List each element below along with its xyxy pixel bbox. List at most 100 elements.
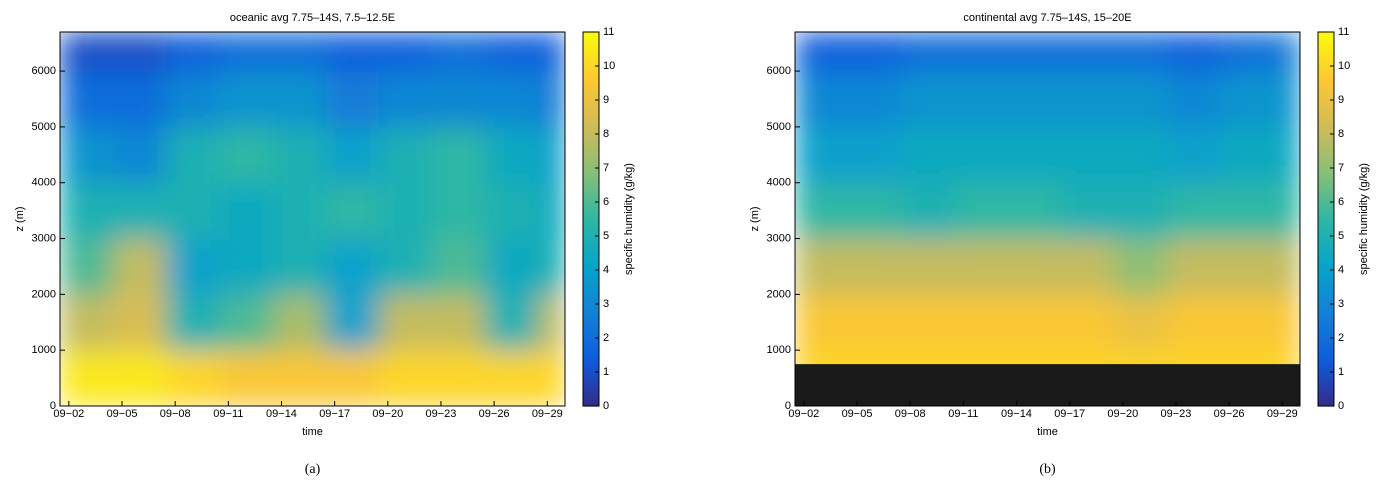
colorbar-strip [583, 378, 599, 383]
colorbar-strip [1318, 321, 1334, 325]
colorbar-strip [583, 164, 599, 169]
colorbar-strip [1318, 314, 1334, 319]
colorbar-strip [583, 307, 599, 312]
colorbar-strip [583, 55, 599, 60]
colorbar-strip [583, 110, 599, 115]
colorbar-strip [583, 202, 599, 206]
heat-cell [113, 71, 167, 128]
heat-cell [432, 350, 486, 406]
heat-cell [1113, 71, 1168, 128]
heat-cell [848, 71, 902, 128]
colorbar-strip [583, 327, 599, 332]
colorbar-strip [1318, 174, 1334, 179]
heat-cell [795, 126, 849, 184]
heat-cell [1273, 182, 1300, 240]
colorbar-strip [1318, 168, 1334, 172]
x-tick-label: 09−08 [160, 408, 191, 420]
y-tick-label: 2000 [767, 288, 791, 300]
colorbar-strip [1318, 365, 1334, 370]
colorbar-strip [583, 375, 599, 380]
colorbar-strip [583, 341, 599, 346]
colorbar-tick-label: 8 [1338, 128, 1344, 140]
colorbar-strip [583, 351, 599, 356]
colorbar-strip [1318, 32, 1334, 36]
colorbar-strip [1318, 382, 1334, 387]
colorbar-strip [1318, 232, 1334, 237]
colorbar-strip [1318, 157, 1334, 162]
heat-cell [1167, 294, 1221, 351]
colorbar-strip [1318, 52, 1334, 57]
heat-cell [166, 350, 220, 406]
heat-cell [1060, 182, 1115, 240]
colorbar-strip [1318, 317, 1334, 322]
colorbar-strip [583, 229, 599, 234]
colorbar-strip [1318, 89, 1334, 94]
colorbar-strip [1318, 79, 1334, 84]
colorbar-strip [1318, 113, 1334, 118]
colorbar-strip [583, 76, 599, 81]
colorbar-strip [1318, 375, 1334, 380]
colorbar-strip [1318, 229, 1334, 234]
colorbar-strip [583, 239, 599, 244]
heat-cell [60, 182, 114, 240]
colorbar-strip [583, 188, 599, 193]
colorbar-strip [1318, 215, 1334, 220]
colorbar-strip [1318, 110, 1334, 115]
heat-cell [325, 126, 380, 184]
colorbar-strip [583, 45, 599, 50]
heat-cell [219, 32, 274, 72]
colorbar-strip [583, 93, 599, 98]
colorbar-strip [1318, 283, 1334, 288]
colorbar-strip [1318, 389, 1334, 393]
colorbar-tick-label: 5 [1338, 230, 1344, 242]
colorbar-strip [1318, 38, 1334, 43]
colorbar-strip [1318, 130, 1334, 135]
colorbar-tick-label: 9 [1338, 94, 1344, 106]
x-tick-label: 09−05 [842, 408, 873, 420]
heat-cell [1113, 32, 1168, 72]
heat-cell [60, 71, 114, 128]
colorbar-tick-label: 4 [603, 264, 609, 276]
heat-cell [1220, 126, 1274, 184]
heat-cell [1220, 294, 1274, 351]
heat-cell [60, 294, 114, 351]
heat-cell [901, 294, 955, 351]
colorbar-strip [1318, 59, 1334, 64]
colorbar-strip [1318, 100, 1334, 104]
colorbar-strip [1318, 191, 1334, 196]
colorbar-tick-label: 5 [603, 230, 609, 242]
colorbar-strip [1318, 402, 1334, 407]
colorbar-strip [1318, 144, 1334, 149]
heat-cell [1167, 32, 1221, 72]
colorbar-strip [583, 49, 599, 53]
heat-cell [1167, 71, 1221, 128]
colorbar-strip [583, 72, 599, 77]
heat-cell [219, 238, 274, 295]
colorbar-strip [1318, 106, 1334, 111]
heat-cell [272, 126, 327, 184]
y-tick-label: 0 [50, 400, 56, 412]
heat-cell [272, 71, 327, 128]
colorbar-strip [583, 42, 599, 47]
heat-cell [795, 71, 849, 128]
heat-cell [1113, 126, 1168, 184]
heat-cell [1060, 238, 1115, 295]
heat-cell [1273, 238, 1300, 295]
heat-cell [378, 350, 433, 406]
heat-cell [485, 182, 539, 240]
colorbar-strip [1318, 344, 1334, 349]
heat-cell [113, 238, 167, 295]
colorbar-frame [1317, 31, 1335, 407]
colorbar-tick-label: 2 [603, 332, 609, 344]
colorbar-tick-label: 8 [603, 128, 609, 140]
colorbar-strip [583, 161, 599, 166]
heat-cell [485, 71, 539, 128]
colorbar-tick-label: 1 [603, 366, 609, 378]
heat-cell [901, 126, 955, 184]
heat-cell [378, 126, 433, 184]
y-axis-label: z (m) [14, 206, 26, 231]
heat-cell [1007, 182, 1062, 240]
colorbar-tick-label: 3 [603, 298, 609, 310]
colorbar-strip [583, 137, 599, 142]
heat-cell [432, 182, 486, 240]
